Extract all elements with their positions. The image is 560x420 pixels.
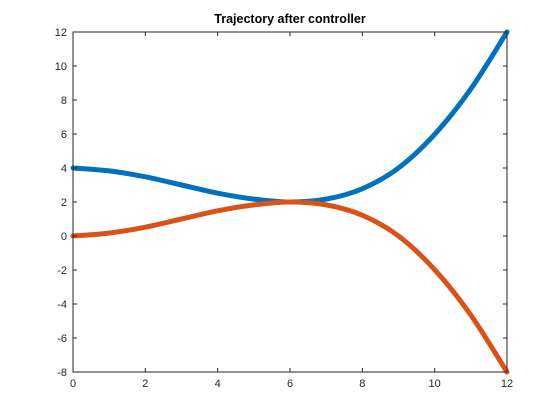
y-tick-label: -8 [57,367,67,379]
x-tick-label: 4 [215,378,221,390]
x-axis: 0 2 4 6 8 10 12 [70,32,513,390]
series-line-2 [70,199,510,375]
y-tick-label: 8 [61,95,67,107]
x-tick-label: 12 [501,378,513,390]
y-tick-label: 0 [61,231,67,243]
y-tick-label: 2 [61,197,67,209]
y-tick-label: -2 [57,265,67,277]
chart-title: Trajectory after controller [214,12,366,26]
x-tick-label: 6 [287,378,293,390]
x-tick-label: 0 [70,378,76,390]
x-tick-label: 10 [429,378,441,390]
y-tick-label: -4 [57,299,67,311]
y-tick-label: 6 [61,129,67,141]
x-tick-label: 2 [142,378,148,390]
series-layer [70,29,510,375]
y-tick-label: 12 [55,27,67,39]
x-tick-label: 8 [359,378,365,390]
y-tick-label: -6 [57,333,67,345]
y-tick-label: 10 [55,61,67,73]
y-tick-label: 4 [61,163,67,175]
y-axis: -8 -6 -4 -2 0 2 4 6 8 10 12 [55,27,507,379]
